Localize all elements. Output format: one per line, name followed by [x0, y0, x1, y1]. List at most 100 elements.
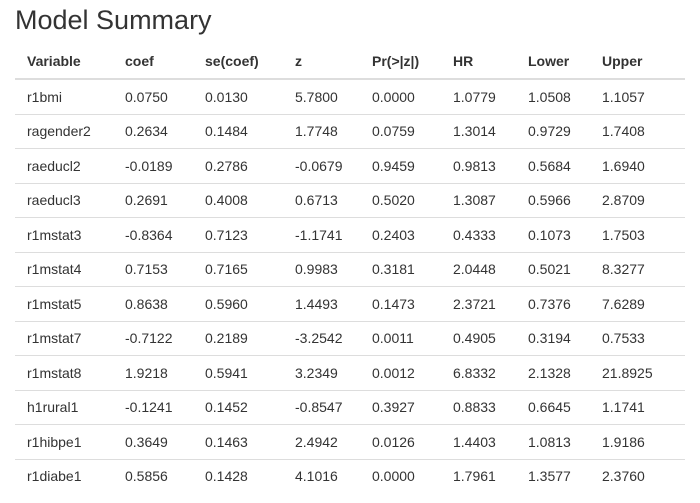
cell-upper: 21.8925	[590, 355, 685, 390]
cell-se-coef: 0.5960	[193, 286, 283, 321]
cell-z: -1.1741	[283, 217, 360, 252]
cell-z: 0.6713	[283, 182, 360, 218]
cell-se-coef: 0.2786	[193, 148, 283, 183]
cell-z: 5.7800	[295, 88, 338, 105]
cell-hr: 1.4403	[441, 424, 516, 459]
cell-p-value: 0.3181	[360, 251, 441, 287]
cell-variable: raeducl2	[15, 148, 113, 183]
page-title: Model Summary	[15, 5, 212, 35]
column-header-upper: Upper	[590, 44, 685, 80]
cell-se-coef: 0.2189	[193, 320, 283, 356]
table-row: r1hibpe1 0.3649 0.1463 2.4942 0.0126 1.4403 1.…	[15, 424, 685, 459]
cell-hr: 1.3087	[441, 182, 516, 218]
cell-se-coef: 0.1484	[193, 113, 283, 149]
cell-se-coef: 0.1452	[193, 389, 283, 425]
cell-p-value: 0.0000	[360, 458, 441, 493]
table-row: r1mstat7 -0.7122 0.2189 -3.2542 0.0011 0.4905…	[15, 320, 685, 356]
cell-lower: 2.1328	[516, 355, 590, 390]
cell-upper: 1.7503	[590, 217, 685, 252]
cell-p-value: 0.0012	[360, 355, 441, 390]
cell-coef: -0.0189	[113, 148, 193, 183]
table-body: r1bmi 0.0750 0.0130 5.7800 0.0000 1.0779 1.050…	[15, 79, 685, 493]
cell-coef: 1.9218	[113, 355, 193, 390]
table-row: r1mstat4 0.7153 0.7165 0.9983 0.3181 2.0448 0.…	[15, 251, 685, 287]
table-row: r1bmi 0.0750 0.0130 5.7800 0.0000 1.0779 1.050…	[15, 79, 685, 114]
table-row: raeducl2 -0.0189 0.2786 -0.0679 0.9459 0.9813…	[15, 148, 685, 183]
cell-hr: 0.4333	[441, 217, 516, 252]
cell-upper: 1.1057	[602, 88, 645, 105]
cell-upper: 2.8709	[590, 182, 685, 218]
model-summary-table: Variable coef se(coef) z Pr(>|z|) HR Low…	[15, 44, 685, 493]
cell-hr: 6.8332	[441, 355, 516, 390]
cell-hr: 2.0448	[441, 251, 516, 287]
cell-se-coef: 0.5941	[193, 355, 283, 390]
cell-upper: 1.9186	[590, 424, 685, 459]
cell-lower: 0.3194	[516, 320, 590, 356]
cell-lower: 0.1073	[516, 217, 590, 252]
cell-se-coef: 0.1463	[193, 424, 283, 459]
column-header-coef: coef	[113, 44, 193, 80]
cell-lower: 0.5684	[516, 148, 590, 183]
cell-lower: 1.3577	[516, 458, 590, 493]
cell-z: -3.2542	[283, 320, 360, 356]
table-row: r1mstat8 1.9218 0.5941 3.2349 0.0012 6.8332 2.…	[15, 355, 685, 390]
cell-hr: 0.4905	[441, 320, 516, 356]
cell-variable: r1diabe1	[15, 458, 113, 493]
cell-variable: r1hibpe1	[15, 424, 113, 459]
cell-coef: 0.7153	[113, 251, 193, 287]
cell-upper: 7.6289	[590, 286, 685, 321]
cell-p-value: 0.3927	[360, 389, 441, 425]
cell-upper: 1.1741	[590, 389, 685, 425]
cell-z: 3.2349	[283, 355, 360, 390]
column-header-hr: HR	[441, 44, 516, 80]
cell-se-coef: 0.7165	[193, 251, 283, 287]
cell-z: 1.7748	[283, 113, 360, 149]
cell-coef: 0.0750	[125, 88, 168, 105]
table-header-row: Variable coef se(coef) z Pr(>|z|) HR Low…	[15, 44, 685, 80]
table-row: raeducl3 0.2691 0.4008 0.6713 0.5020 1.3087 0.…	[15, 182, 685, 218]
cell-p-value: 0.2403	[360, 217, 441, 252]
cell-se-coef: 0.1428	[193, 458, 283, 493]
cell-coef: 0.5856	[113, 458, 193, 493]
cell-lower: 0.5021	[516, 251, 590, 287]
cell-p-value: 0.1473	[360, 286, 441, 321]
cell-p-value: 0.0126	[360, 424, 441, 459]
cell-upper: 2.3760	[590, 458, 685, 493]
column-header-variable: Variable	[15, 44, 113, 80]
cell-hr: 1.7961	[441, 458, 516, 493]
cell-upper: 8.3277	[590, 251, 685, 287]
cell-variable: r1mstat3	[15, 217, 113, 252]
column-header-z: z	[283, 44, 360, 80]
cell-variable: r1mstat5	[15, 286, 113, 321]
cell-variable: ragender2	[15, 113, 113, 149]
cell-se-coef: 0.4008	[193, 182, 283, 218]
cell-hr: 1.3014	[441, 113, 516, 149]
cell-variable: r1mstat4	[15, 251, 113, 287]
cell-p-value: 0.0000	[372, 88, 415, 105]
cell-hr: 0.8833	[441, 389, 516, 425]
cell-p-value: 0.0759	[360, 113, 441, 149]
cell-z: 4.1016	[283, 458, 360, 493]
cell-hr: 1.0779	[453, 88, 496, 105]
cell-z: -0.8547	[283, 389, 360, 425]
cell-variable: r1mstat7	[15, 320, 113, 356]
cell-p-value: 0.0011	[360, 320, 441, 356]
cell-variable: raeducl3	[15, 182, 113, 218]
cell-coef: -0.7122	[113, 320, 193, 356]
cell-hr: 0.9813	[441, 148, 516, 183]
cell-coef: 0.2634	[113, 113, 193, 149]
column-header-se-coef: se(coef)	[193, 44, 283, 80]
cell-coef: 0.8638	[113, 286, 193, 321]
cell-lower: 0.7376	[516, 286, 590, 321]
cell-lower: 1.0508	[528, 88, 571, 105]
cell-variable: r1mstat8	[15, 355, 113, 390]
cell-coef: -0.8364	[113, 217, 193, 252]
cell-z: -0.0679	[283, 148, 360, 183]
cell-lower: 0.5966	[516, 182, 590, 218]
cell-coef: 0.3649	[113, 424, 193, 459]
table-row: r1diabe1 0.5856 0.1428 4.1016 0.0000 1.7961 1.…	[15, 458, 685, 493]
cell-lower: 0.6645	[516, 389, 590, 425]
cell-hr: 2.3721	[441, 286, 516, 321]
cell-upper: 1.6940	[590, 148, 685, 183]
cell-lower: 0.9729	[516, 113, 590, 149]
